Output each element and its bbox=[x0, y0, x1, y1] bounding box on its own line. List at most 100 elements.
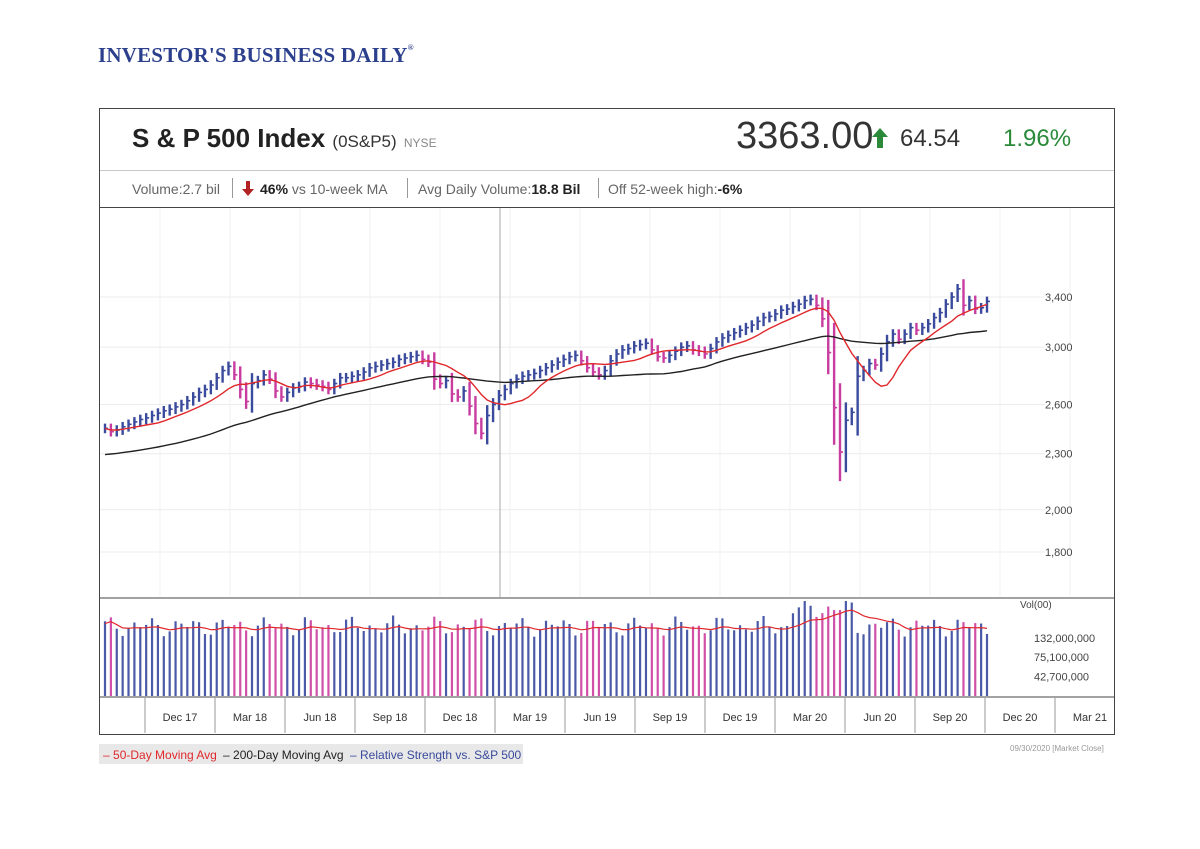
index-title: S & P 500 Index (0S&P5) NYSE bbox=[132, 123, 437, 154]
price-bar bbox=[209, 380, 214, 395]
price-bar bbox=[562, 354, 567, 368]
price-bar bbox=[409, 351, 414, 363]
price-bar bbox=[168, 404, 173, 416]
price-bar bbox=[691, 341, 696, 355]
price-bar bbox=[303, 377, 308, 392]
timestamp: 09/30/2020 [Market Close] bbox=[1010, 744, 1104, 753]
price-tick-label: 2,300 bbox=[1045, 449, 1073, 461]
price-bar bbox=[150, 410, 156, 423]
price-bar bbox=[262, 370, 267, 386]
price-bar bbox=[591, 363, 597, 377]
price-bar bbox=[568, 351, 573, 365]
ma50-line bbox=[104, 303, 988, 431]
price-bar bbox=[497, 390, 502, 411]
price-bar bbox=[556, 357, 561, 370]
price-bar bbox=[397, 354, 402, 368]
stats-bar: Volume:2.7 bil 46% vs 10-week MA Avg Dai… bbox=[100, 171, 1114, 208]
vs-ma-stat: 46% vs 10-week MA bbox=[260, 181, 388, 197]
date-axis: Dec 17 Mar 18 Jun 18 Sep 18 Dec 18 Mar 19 Jun … bbox=[144, 698, 1107, 733]
price-bar bbox=[603, 365, 608, 380]
price-bar bbox=[250, 373, 255, 413]
price-bars bbox=[103, 279, 990, 482]
price-bar bbox=[950, 292, 955, 310]
price-tick-label: 3,000 bbox=[1045, 342, 1073, 354]
price-bar bbox=[462, 386, 467, 402]
price-bar bbox=[544, 362, 549, 376]
date-tick-label: Mar 19 bbox=[513, 712, 547, 724]
grid-lines bbox=[100, 208, 1071, 597]
price-bar bbox=[509, 378, 514, 395]
price-bar bbox=[356, 370, 361, 382]
volume-axis-title: Vol(00) bbox=[1020, 600, 1052, 611]
price-bar bbox=[668, 350, 673, 363]
ibd-logo: INVESTOR'S BUSINESS DAILY® bbox=[98, 43, 414, 67]
price-bar bbox=[650, 338, 655, 355]
price-bar bbox=[491, 398, 497, 423]
price-bar bbox=[480, 417, 485, 440]
volume-tick-label: 75,100,000 bbox=[1034, 652, 1089, 664]
volume-tick-label: 132,000,000 bbox=[1034, 633, 1095, 645]
price-bar bbox=[444, 375, 450, 389]
price-bar bbox=[233, 361, 238, 381]
price-bar bbox=[956, 284, 961, 302]
price-bar bbox=[338, 372, 344, 389]
price-bar bbox=[456, 389, 461, 402]
price-bar bbox=[415, 350, 420, 362]
price-bar bbox=[468, 382, 473, 416]
price-bar bbox=[732, 327, 738, 341]
price-bar bbox=[538, 365, 544, 379]
date-tick-label: Dec 18 bbox=[443, 712, 478, 724]
chart-panel: S & P 500 Index (0S&P5) NYSE 3363.00 64.… bbox=[99, 108, 1115, 735]
price-bar bbox=[656, 345, 661, 362]
price-bar bbox=[268, 370, 273, 385]
legend-ma200: – 200-Day Moving Avg bbox=[223, 748, 344, 762]
price-tick-label: 1,800 bbox=[1045, 547, 1073, 559]
price-bar bbox=[121, 421, 126, 435]
price-bar bbox=[844, 402, 849, 473]
price-bar bbox=[344, 372, 350, 383]
off-high-stat: Off 52-week high:-6% bbox=[608, 181, 743, 197]
price-bar bbox=[832, 322, 838, 445]
price-bar bbox=[633, 341, 638, 354]
divider bbox=[598, 178, 599, 198]
price-bar bbox=[215, 372, 220, 390]
date-tick-label: Dec 17 bbox=[163, 712, 198, 724]
price-bar bbox=[115, 425, 120, 437]
price-bar bbox=[521, 371, 526, 385]
price-bar bbox=[191, 392, 197, 406]
price-bar bbox=[715, 337, 720, 354]
price-bar bbox=[885, 334, 891, 362]
price-bar bbox=[838, 383, 843, 482]
down-arrow-icon bbox=[242, 181, 254, 196]
price-bar bbox=[962, 279, 967, 316]
price-bar bbox=[944, 299, 949, 318]
avg-volume-stat: Avg Daily Volume:18.8 Bil bbox=[418, 181, 581, 197]
index-name: S & P 500 Index bbox=[132, 123, 326, 153]
price-tick-label: 2,000 bbox=[1045, 505, 1073, 517]
price-bar bbox=[350, 371, 355, 383]
volume-stat: Volume:2.7 bil bbox=[132, 181, 220, 197]
price-bar bbox=[856, 356, 861, 436]
price-bar bbox=[638, 339, 644, 351]
price-bar bbox=[203, 384, 208, 398]
date-tick-label: Sep 18 bbox=[373, 712, 408, 724]
legend-ma50: – 50-Day Moving Avg bbox=[103, 748, 217, 762]
date-tick-label: Jun 20 bbox=[863, 712, 896, 724]
price-bar bbox=[368, 362, 373, 377]
price-bar bbox=[174, 402, 179, 415]
price-bar bbox=[421, 350, 426, 365]
date-tick-label: Mar 20 bbox=[793, 712, 827, 724]
price-bar bbox=[968, 295, 973, 311]
price-bar bbox=[186, 395, 191, 410]
price-bar bbox=[879, 347, 885, 372]
price-bar bbox=[374, 361, 379, 373]
quote-header: S & P 500 Index (0S&P5) NYSE 3363.00 64.… bbox=[100, 109, 1114, 171]
price-bar bbox=[797, 299, 802, 312]
price-bar bbox=[474, 396, 479, 435]
price-bar bbox=[974, 295, 979, 315]
price-bar bbox=[791, 301, 796, 314]
price-bar bbox=[909, 322, 914, 339]
price-bar bbox=[762, 312, 767, 327]
price-bar bbox=[738, 325, 744, 338]
price-bar bbox=[239, 366, 244, 399]
